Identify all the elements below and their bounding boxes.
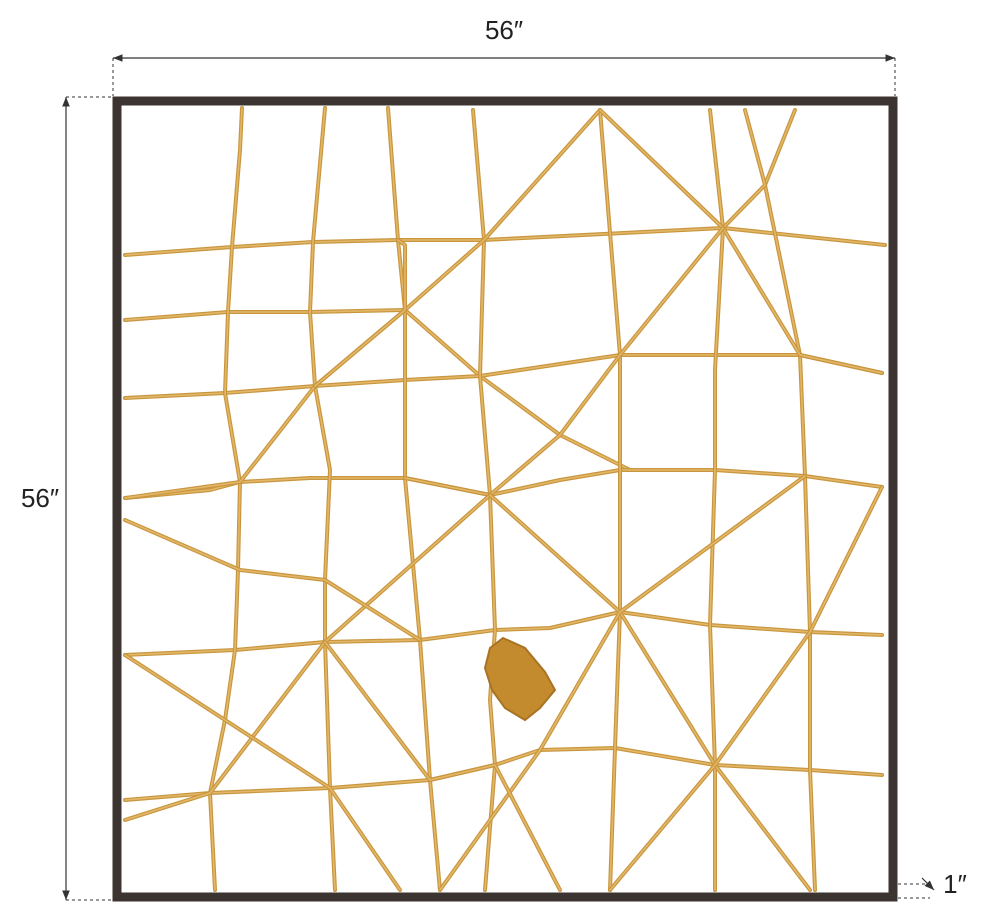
web-strand <box>124 354 883 399</box>
web-strand <box>722 109 766 229</box>
web-strand <box>124 494 491 821</box>
web-strand <box>721 108 767 230</box>
web-strand <box>439 475 806 891</box>
web-strand <box>124 747 883 801</box>
web-strand <box>309 107 336 891</box>
web-strand <box>123 226 887 257</box>
web-strand <box>123 108 602 500</box>
web-strand <box>489 494 811 891</box>
web-strand <box>599 109 621 891</box>
web-strand <box>599 109 883 374</box>
gold-leaf-patch <box>483 636 557 722</box>
depth-label: 1″ <box>943 869 967 899</box>
web-strand <box>324 641 561 891</box>
web-strand <box>124 109 601 499</box>
web-strand <box>609 486 883 891</box>
web-strand <box>124 611 883 656</box>
web-strand <box>387 107 441 891</box>
height-label: 56″ <box>21 483 59 513</box>
web-strand <box>472 109 496 891</box>
web-strand <box>124 519 421 641</box>
width-label: 56″ <box>485 15 523 45</box>
web-strand <box>124 654 401 891</box>
gold-web <box>123 106 887 892</box>
web-strand <box>608 485 884 892</box>
web-strand <box>404 227 724 496</box>
web-strand <box>123 653 402 892</box>
depth-arrow <box>921 877 935 891</box>
metal-frame <box>112 96 898 902</box>
web-strand <box>123 518 422 642</box>
web-strand <box>314 239 406 387</box>
web-strand <box>386 106 442 892</box>
